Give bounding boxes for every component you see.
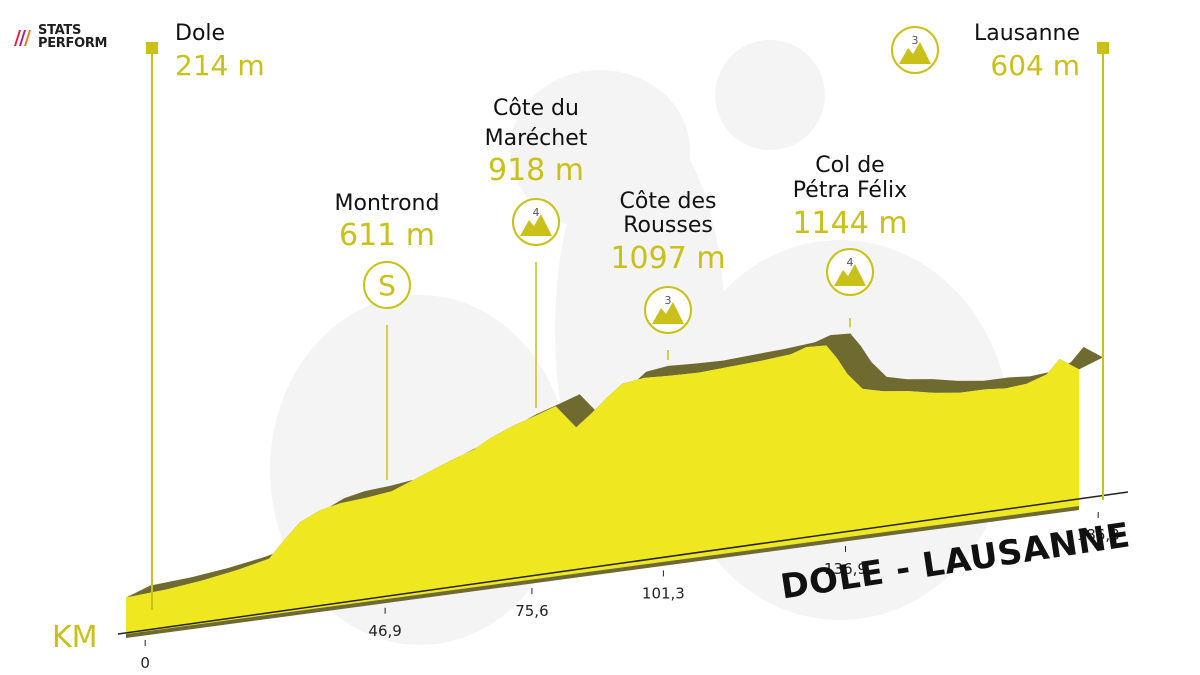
x-tick-label: 75,6	[515, 602, 548, 620]
brand-line-1: STATS	[38, 23, 82, 38]
sprint-badge: S	[363, 261, 411, 309]
finish-altitude: 604 m	[990, 49, 1080, 82]
mountain-icon	[834, 264, 866, 286]
brand-line-2: PERFORM	[38, 36, 108, 51]
point-name: Col de	[815, 153, 884, 178]
stats-perform-logo: STATS PERFORM	[12, 23, 108, 51]
finish-climb-badge: 3	[891, 26, 939, 74]
point-altitude: 1144 m	[792, 206, 907, 241]
endpoint-marker	[1097, 42, 1109, 54]
mountain-icon	[899, 42, 931, 64]
point-name: Maréchet	[485, 126, 588, 151]
finish-city-name: Lausanne	[974, 21, 1080, 46]
point-name: Rousses	[623, 213, 713, 238]
start-city-name: Dole	[175, 21, 225, 46]
point-name: Pétra Félix	[793, 178, 907, 203]
point-altitude: 611 m	[339, 218, 435, 253]
climb-badge: 4	[826, 248, 874, 296]
endpoint-marker	[146, 42, 158, 54]
x-tick-label: 186,3	[1077, 526, 1120, 544]
km-axis-unit: KM	[52, 620, 98, 655]
point-altitude: 918 m	[488, 153, 584, 188]
climb-category-label: 4	[847, 256, 854, 269]
point-name: Montrond	[335, 191, 440, 216]
x-tick-label: 0	[140, 654, 150, 672]
point-altitude: 1097 m	[610, 241, 725, 276]
sprint-category-label: S	[378, 269, 396, 302]
x-axis-line	[117, 491, 1129, 635]
slash-logo-icon	[14, 30, 31, 46]
start-altitude: 214 m	[175, 49, 265, 82]
climb-category-label: 3	[912, 34, 919, 47]
climb-category-label: 3	[665, 294, 672, 307]
profile-wall	[126, 333, 1103, 598]
x-tick-label: 136,9	[824, 560, 867, 578]
climb-badge: 3	[644, 286, 692, 334]
climb-badge: 4	[512, 198, 560, 246]
x-tick-label: 101,3	[642, 584, 685, 602]
point-name: Côte des	[620, 189, 717, 214]
profile-base	[126, 506, 1079, 638]
mountain-icon	[520, 214, 552, 236]
point-name: Côte du	[493, 96, 579, 121]
climb-category-label: 4	[533, 206, 540, 219]
x-tick-label: 46,9	[368, 622, 401, 640]
profile-area	[126, 345, 1079, 634]
brand-name: STATS PERFORM	[38, 23, 108, 51]
mountain-icon	[652, 302, 684, 324]
